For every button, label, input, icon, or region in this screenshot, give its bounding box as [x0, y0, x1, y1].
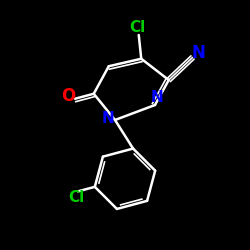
Text: N: N — [192, 44, 206, 62]
Text: Cl: Cl — [68, 190, 85, 205]
Text: Cl: Cl — [129, 20, 146, 35]
Text: N: N — [101, 111, 114, 126]
Text: N: N — [151, 90, 164, 106]
Text: O: O — [62, 87, 76, 105]
